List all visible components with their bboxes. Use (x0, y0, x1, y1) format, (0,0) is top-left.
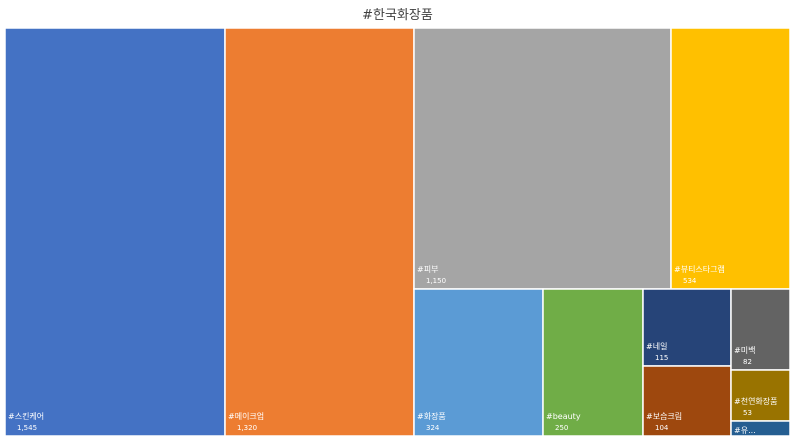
treemap-tile-5 (542, 288, 644, 437)
treemap-tile-6 (642, 288, 732, 367)
treemap-value-3: 534 (683, 277, 697, 285)
treemap-label-7: #보습크림 (646, 411, 682, 421)
treemap-label-6: #네일 (646, 342, 667, 351)
treemap-tile-8 (730, 288, 791, 371)
treemap-value-7: 104 (655, 424, 669, 432)
treemap-value-5: 250 (555, 424, 568, 432)
treemap-tile-2 (413, 27, 672, 290)
treemap-value-8: 82 (743, 358, 752, 366)
treemap-label-2: #피부 (417, 265, 438, 274)
treemap-tile-0 (4, 27, 226, 437)
treemap-label-10: #유... (734, 426, 756, 435)
treemap-label-5: #beauty (546, 412, 581, 421)
treemap-label-8: #미백 (734, 345, 755, 355)
treemap-tile-4 (413, 288, 544, 437)
treemap-tile-10 (730, 420, 791, 437)
treemap-label-1: #메이크업 (228, 411, 264, 421)
treemap-value-2: 1,150 (426, 277, 446, 285)
treemap-value-1: 1,320 (237, 424, 257, 432)
treemap-value-9: 53 (743, 409, 752, 417)
treemap-label-4: #화장품 (417, 411, 446, 421)
treemap-tile-9 (730, 369, 791, 422)
treemap-tile-1 (224, 27, 415, 437)
treemap-label-9: #천연화장품 (734, 396, 778, 406)
treemap-tile-3 (670, 27, 791, 290)
treemap-label-3: #뷰티스타그램 (674, 264, 725, 274)
treemap-value-6: 115 (655, 354, 668, 362)
treemap-value-0: 1,545 (17, 424, 37, 432)
treemap-label-0: #스킨케어 (8, 411, 44, 421)
treemap-value-4: 324 (426, 424, 440, 432)
chart-title: #한국화장품 (362, 8, 433, 23)
